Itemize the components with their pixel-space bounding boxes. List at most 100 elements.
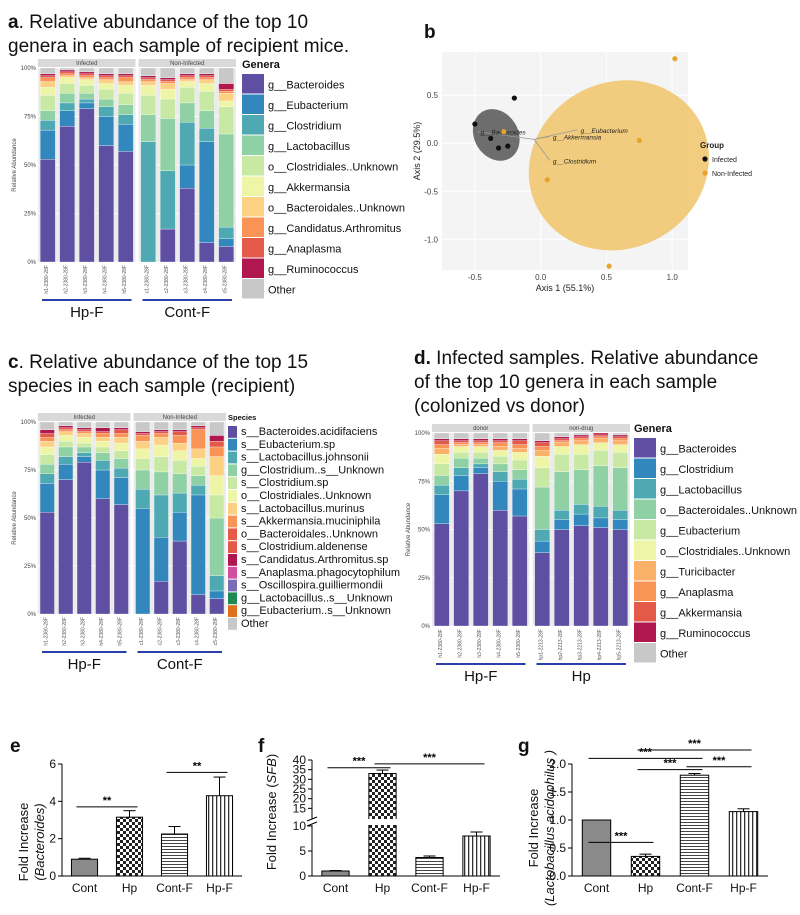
panel-a-legend-label: o__Bacteroidales..Unknown xyxy=(268,202,405,214)
panel-a-legend-swatch xyxy=(242,238,264,258)
panel-c-bar-segment xyxy=(172,460,188,474)
panel-e-xtick-label: Cont xyxy=(72,881,98,895)
panel-f-ytick-label: 0 xyxy=(299,869,306,883)
panel-g-bar xyxy=(630,855,661,877)
panel-g-ytick-label: 2.0 xyxy=(549,757,566,771)
panel-d-ytick-label: 25% xyxy=(418,576,431,582)
panel-a-bar-segment xyxy=(117,73,134,76)
panel-c-stacked-bar-chart: Infected Non-Infected 100% 75% 50% 25% 0% Relat… xyxy=(12,413,226,673)
panel-a-stacked-bar-chart: Infected Non-Infected 100% 75% 50% 25% 0% Relat… xyxy=(12,59,236,321)
panel-f-ytick-label: 35 xyxy=(293,763,307,777)
panel-c-bar-segment xyxy=(153,433,169,438)
panel-d-bar-segment xyxy=(612,444,629,453)
panel-f-axis-break xyxy=(306,819,500,825)
panel-c-ytick-label: 0% xyxy=(27,612,36,618)
panel-d-legend-label: g__Eubacterium xyxy=(660,525,740,537)
panel-c-bar-segment xyxy=(95,421,111,428)
panel-a-bar-segment xyxy=(78,75,95,78)
panel-a-bar-segment xyxy=(140,75,157,78)
panel-c-group-label-left: Hp-F xyxy=(68,656,101,673)
panel-a-bar-segment xyxy=(140,77,157,80)
panel-g-significance-stars: *** xyxy=(639,746,653,758)
panel-a-legend-swatch xyxy=(242,258,264,278)
panel-c-xtick-label: c2-2380-28F xyxy=(157,617,163,645)
panel-c-xtick-label: h5-2380-28F xyxy=(117,617,123,646)
panel-b-point-non-infected xyxy=(544,177,550,183)
panel-c-legend-label: s__Clostridium.sp xyxy=(241,477,328,489)
panel-a-bar-segment xyxy=(179,122,196,166)
panel-d-legend-swatch xyxy=(634,458,656,478)
panel-a-bar-segment xyxy=(78,102,95,109)
panel-f-bar xyxy=(415,857,444,877)
panel-c-legend-swatch xyxy=(228,477,237,489)
panel-f-xtick-label: Hp-F xyxy=(463,881,490,895)
panel-c-ytick-label: 50% xyxy=(24,516,37,522)
panel-d-legend: Genera g__Bacteroides g__Clostridium g__Lac… xyxy=(634,423,797,663)
panel-a-bar-segment xyxy=(179,102,196,123)
panel-d-bar-segment xyxy=(592,506,609,519)
panel-e-ylabel-line1: Fold Increase xyxy=(16,803,31,882)
panel-a-legend-label: g__Clostridium xyxy=(268,120,341,132)
panel-a-legend-swatch xyxy=(242,197,264,217)
panel-a-strip-left-label: Infected xyxy=(76,61,97,67)
panel-c-bar-segment xyxy=(113,442,129,451)
panel-c-legend-swatch xyxy=(228,490,237,502)
panel-c-bar-segment xyxy=(190,427,206,430)
panel-a-bar-segment xyxy=(117,85,134,94)
panel-c-legend-label: g__Lactobacillus..s__Unknown xyxy=(241,592,393,604)
panel-f-ytick-label: 30 xyxy=(293,772,307,786)
panel-c-legend-swatch xyxy=(228,515,237,528)
panel-d-bar-segment xyxy=(511,452,528,461)
panel-a-bar-segment xyxy=(117,151,134,263)
panel-c-legend-swatch xyxy=(228,438,237,451)
panel-c-bar-segment xyxy=(209,475,225,496)
panel-d-bar-segment xyxy=(472,452,489,459)
panel-d-bar-segment xyxy=(433,494,450,524)
panel-b-loading-label: g__Akkermansia xyxy=(553,135,602,142)
panel-d-bar-segment xyxy=(573,513,590,526)
panel-a-bar-segment xyxy=(98,98,115,107)
panel-a-xtick-label: c1-2380-28F xyxy=(144,265,150,293)
panel-a-legend-title: Genera xyxy=(242,59,281,71)
panel-c-xtick-label: c5-2380-28F xyxy=(213,617,219,645)
panel-g-bar xyxy=(728,811,759,877)
panel-c-legend-swatch xyxy=(228,579,237,592)
panel-c-bar-segment xyxy=(58,427,74,430)
panel-c-bar-segment xyxy=(135,448,151,459)
panel-d-title-line1: d. Infected samples. Relative abundance xyxy=(414,348,758,369)
panel-d-strip-right xyxy=(532,424,630,432)
panel-c-legend-label: s__Anaplasma.phagocytophilum xyxy=(241,567,400,579)
panel-a-legend-swatch xyxy=(242,156,264,176)
panel-e-ylabel-line2: (Bacteroides) xyxy=(32,803,47,880)
panel-b-ytick-label: 0.0 xyxy=(427,139,439,148)
panel-a-ytick-label: 50% xyxy=(24,163,37,169)
panel-c-bar-segment xyxy=(135,433,151,436)
panel-c-legend-swatch xyxy=(228,554,237,566)
panel-d-legend-swatch xyxy=(634,643,656,663)
panel-a-group-label-right: Cont-F xyxy=(164,304,210,321)
panel-c-bar-segment xyxy=(113,467,129,478)
panel-c-bar-segment xyxy=(209,598,225,615)
panel-d-bar-segment xyxy=(511,488,528,517)
panel-a-bar-segment xyxy=(59,73,76,76)
panel-d-bar-segment xyxy=(592,527,609,627)
panel-a-legend-swatch xyxy=(242,217,264,237)
panel-d-bar-segment xyxy=(433,463,450,476)
panel-b-point-infected xyxy=(488,135,494,142)
panel-d-bar-segment xyxy=(472,444,489,447)
panel-c-bar-segment xyxy=(95,452,111,461)
panel-d-bar-segment xyxy=(553,446,570,455)
panel-a-title-line1: a. Relative abundance of the top 10 xyxy=(8,12,308,33)
panel-d-bar-segment xyxy=(492,446,509,451)
panel-c-bar-segment xyxy=(95,446,111,453)
panel-d-bar-segment xyxy=(511,438,528,441)
panel-c-bar-segment xyxy=(95,441,111,448)
panel-a-xtick-label: c5-2380-28F xyxy=(222,265,228,293)
panel-d-bar-segment xyxy=(612,440,629,445)
panel-d-legend-label: g__Lactobacillus xyxy=(660,484,742,496)
panel-a-bar-segment xyxy=(218,238,235,247)
panel-c-bar-segment xyxy=(135,421,151,432)
panel-a-bar-segment xyxy=(59,83,76,94)
panel-d-bar-segment xyxy=(453,475,470,492)
